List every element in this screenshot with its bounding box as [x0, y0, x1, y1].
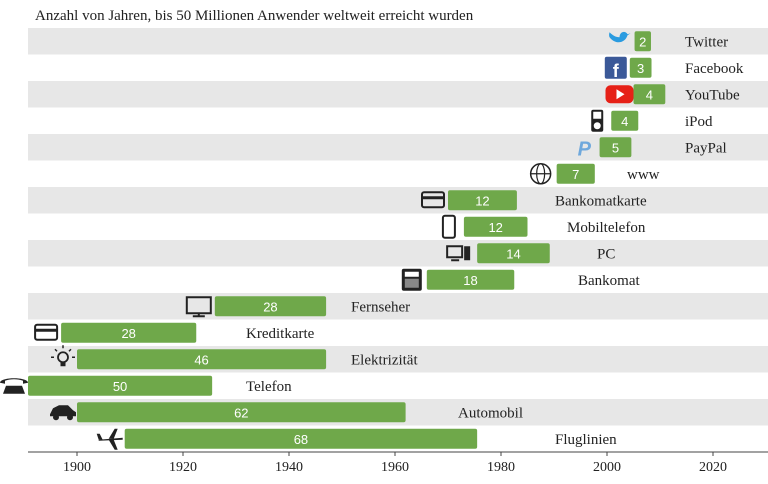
bar-mobiltelefon: [463, 216, 528, 237]
credit-card-icon: [34, 323, 59, 341]
bar-kreditkarte: [61, 322, 197, 343]
bar-youtube: [633, 84, 666, 105]
category-label-mobiltelefon: Mobiltelefon: [567, 220, 646, 236]
bar-automobil: [77, 402, 406, 423]
row-band: [28, 293, 768, 320]
category-label-telefon: Telefon: [246, 379, 292, 395]
svg-text:P: P: [578, 138, 592, 160]
twitter-icon: [609, 31, 631, 43]
ipod-icon: [591, 109, 604, 132]
telephone-icon: [0, 378, 28, 394]
bar-value-label: 28: [263, 299, 277, 314]
bar-value-label: 62: [234, 405, 248, 420]
airplane-icon: [96, 428, 123, 450]
bar-value-label: 5: [612, 140, 619, 155]
bar-value-label: 12: [488, 220, 502, 235]
bar-value-label: 50: [113, 379, 127, 394]
bar-value-label: 28: [121, 326, 135, 341]
bar-ipod: [611, 110, 639, 131]
category-label-bankomatkarte: Bankomatkarte: [555, 193, 647, 209]
row-band: [28, 187, 768, 214]
category-label-twitter: Twitter: [685, 34, 728, 50]
bar-fluglinien: [124, 428, 478, 449]
bar-bankomatkarte: [448, 190, 517, 211]
paypal-icon: P: [578, 138, 592, 160]
atm-icon: [401, 268, 422, 291]
category-label-elektrizitat: Elektrizität: [351, 352, 418, 368]
bar-fernseher: [214, 296, 327, 317]
category-label-paypal: PayPal: [685, 140, 727, 156]
bar-value-label: 68: [294, 432, 308, 447]
category-label-fernseher: Fernseher: [351, 299, 410, 315]
x-tick-label: 1980: [487, 460, 515, 475]
bar-value-label: 14: [506, 246, 520, 261]
globe-icon: [529, 163, 552, 185]
bar-bankomat: [426, 269, 515, 290]
row-band: [28, 134, 768, 161]
category-label-pc: PC: [597, 246, 615, 262]
x-tick-label: 1920: [169, 460, 197, 475]
facebook-icon: f: [604, 56, 627, 81]
bar-paypal: [599, 137, 632, 158]
row-band: [28, 28, 768, 55]
x-tick-label: 1940: [275, 460, 303, 475]
x-tick-label: 1900: [63, 460, 91, 475]
category-label-automobil: Automobil: [458, 405, 523, 421]
x-tick-label: 1960: [381, 460, 409, 475]
category-label-bankomat: Bankomat: [578, 273, 640, 289]
bar-value-label: 4: [646, 87, 653, 102]
x-tick-label: 2000: [593, 460, 621, 475]
bar-value-label: 2: [639, 34, 646, 49]
category-label-fluglinien: Fluglinien: [555, 432, 617, 448]
card-icon: [421, 191, 445, 209]
bar-telefon: [28, 375, 213, 396]
bar-www: [556, 163, 595, 184]
bar-value-label: 12: [475, 193, 489, 208]
bar-value-label: 18: [463, 273, 477, 288]
bar-value-label: 4: [621, 114, 628, 129]
bar-value-label: 46: [194, 352, 208, 367]
mobile-phone-icon: [441, 214, 456, 239]
category-labels: Twitter Facebook YouTube iPod PayPal www Banko…: [246, 34, 744, 448]
category-label-www: www: [627, 167, 660, 183]
x-axis-ticks: 1900 1920 1940 1960 1980 2000 2020: [63, 452, 727, 475]
bar-value-label: 7: [572, 167, 579, 182]
row-band: [28, 240, 768, 267]
pc-icon: [446, 245, 471, 262]
row-icons: fP: [0, 31, 634, 450]
bar-facebook: [629, 57, 652, 78]
category-label-ipod: iPod: [685, 114, 713, 130]
bar-pc: [477, 243, 550, 264]
light-bulb-icon: [51, 345, 75, 367]
car-icon: [50, 405, 76, 421]
tv-icon: [185, 296, 212, 318]
x-tick-label: 2020: [699, 460, 727, 475]
youtube-icon: [605, 85, 634, 104]
category-label-kreditkarte: Kreditkarte: [246, 326, 315, 342]
bar-value-label: 3: [637, 61, 644, 76]
svg-text:f: f: [613, 61, 620, 81]
chart-title: Anzahl von Jahren, bis 50 Millionen Anwe…: [35, 8, 474, 24]
category-label-youtube: YouTube: [685, 87, 740, 103]
bar-elektrizitat: [77, 349, 327, 370]
bar-twitter: [634, 31, 651, 52]
category-label-facebook: Facebook: [685, 61, 744, 77]
